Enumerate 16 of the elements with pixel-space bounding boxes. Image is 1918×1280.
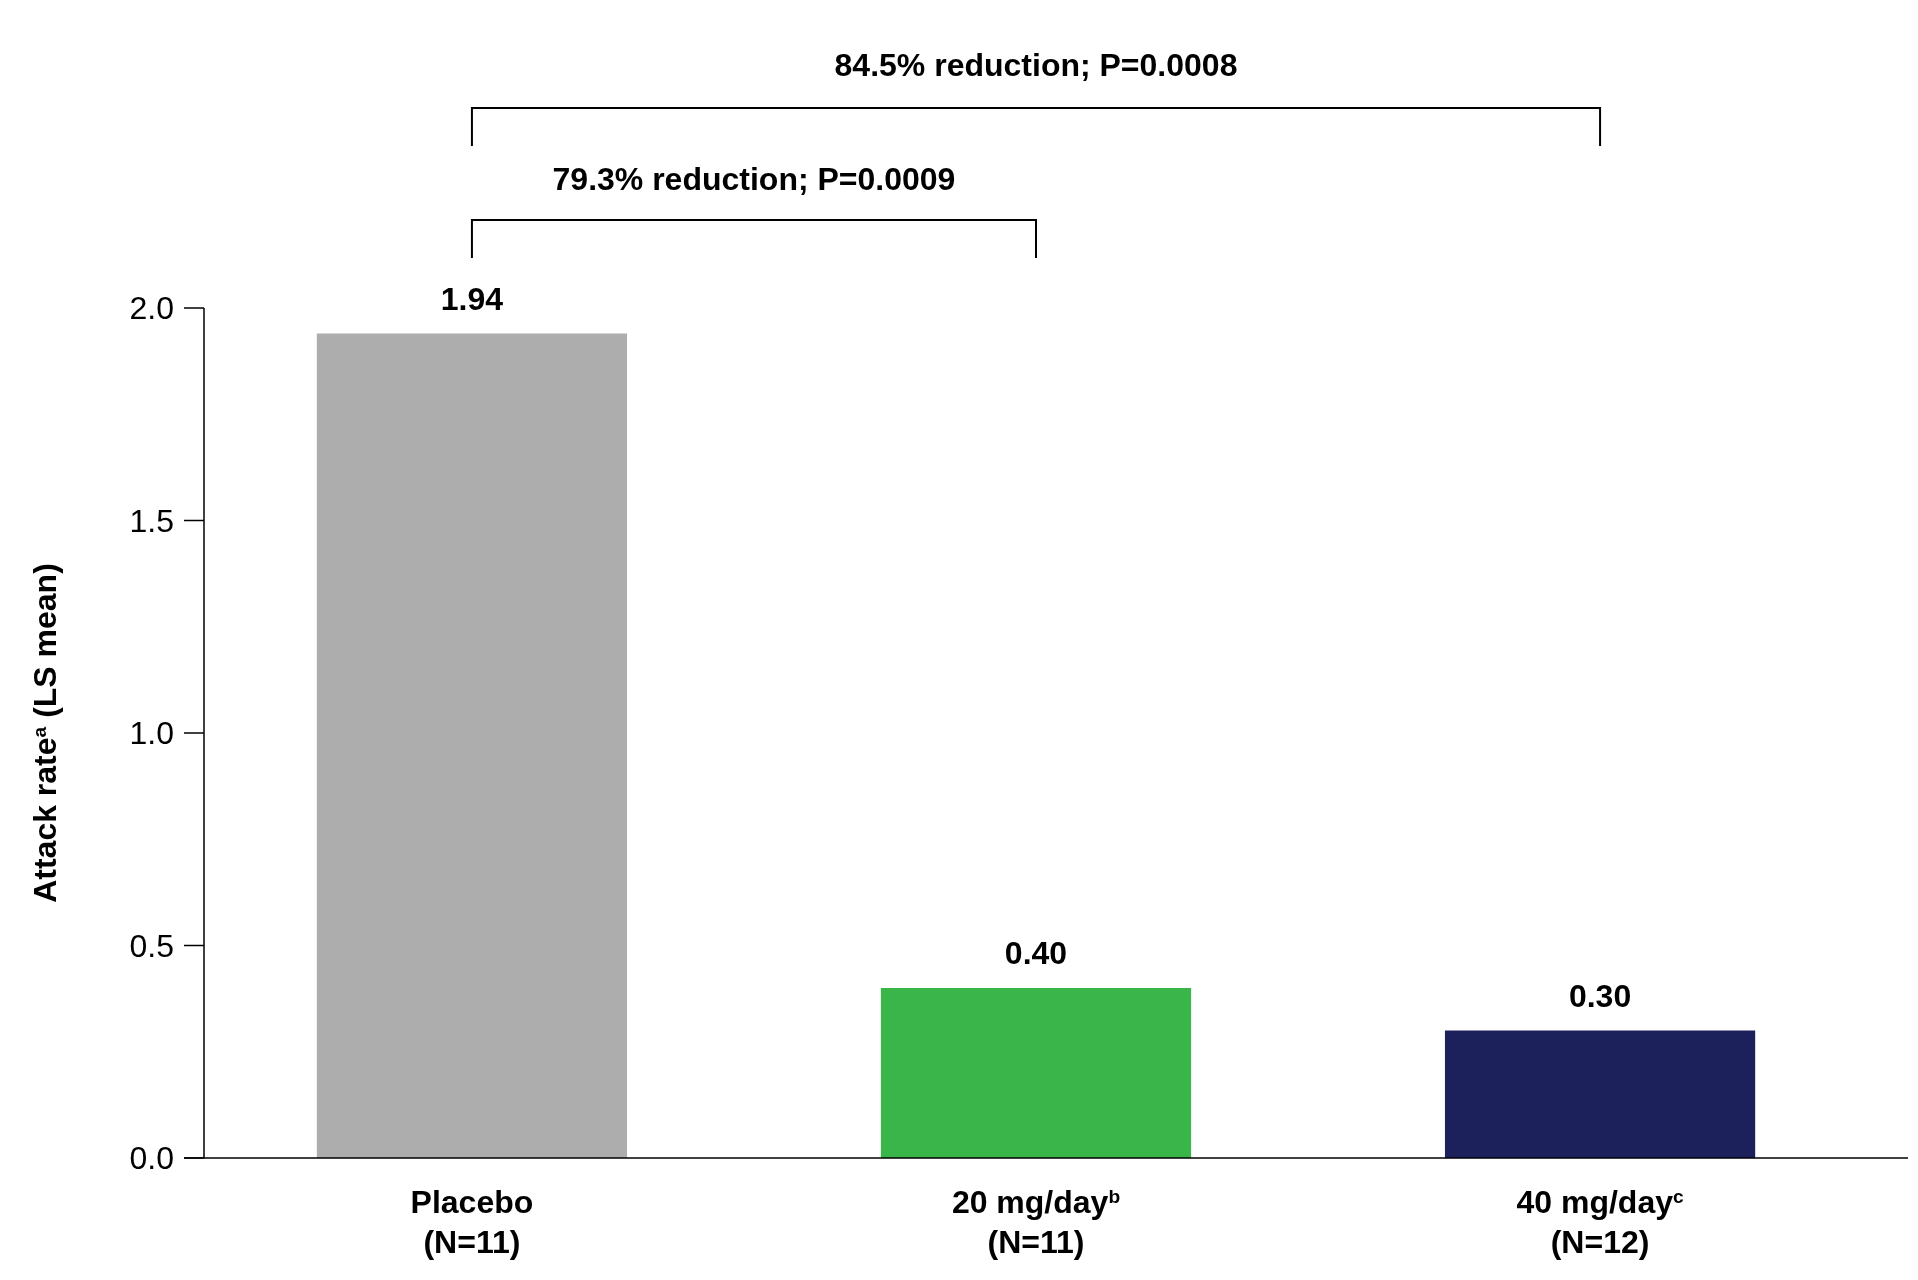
bar [880,988,1192,1158]
data-label: 0.40 [1004,935,1068,971]
y-tick-label: 0.5 [129,927,174,964]
y-tick-label: 1.5 [129,502,174,539]
data-label: 0.30 [1568,977,1632,1014]
y-tick-label: 0.0 [129,1140,174,1177]
category-label: 20 mg/day$^{b}$ (N=11) [951,1184,1121,1260]
text: 84.5% reduction; P=0.0008 [834,47,1238,83]
category-label: 40 mg/day$^{c}$ (N=12) [1516,1184,1684,1260]
x-tick-label: Placebo (N=11) [410,1184,534,1260]
data-label: 1.94 [440,280,504,317]
text: 79.3% reduction; P=0.0009 [552,161,956,197]
bar [316,333,628,1158]
y-tick-label: 2.0 [129,290,174,327]
bar [1444,1030,1756,1158]
y-tick-label: 1.0 [129,715,174,752]
